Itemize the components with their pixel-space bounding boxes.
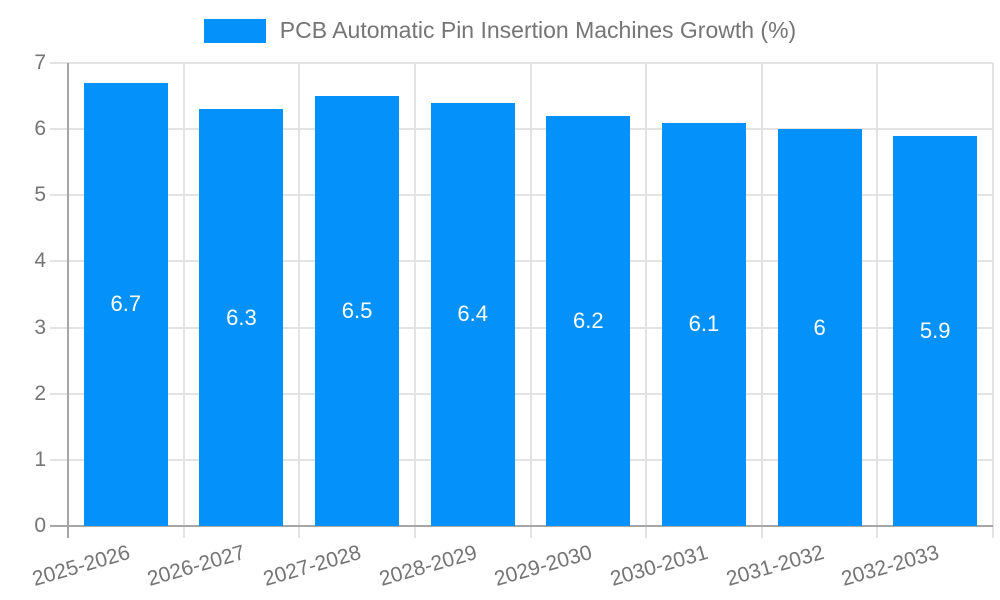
y-tick [50, 326, 68, 329]
legend[interactable]: PCB Automatic Pin Insertion Machines Gro… [0, 17, 1000, 44]
y-axis-label: 6 [34, 117, 46, 141]
bar-value-label: 6 [813, 314, 826, 340]
y-axis-label: 2 [34, 381, 46, 405]
x-gridline [876, 63, 879, 538]
y-tick [50, 62, 68, 64]
bar-value-label: 6.5 [341, 298, 373, 324]
y-tick [50, 128, 68, 131]
legend-label: PCB Automatic Pin Insertion Machines Gro… [279, 17, 797, 43]
bar[interactable]: 6.5 [315, 96, 400, 526]
bar[interactable]: 6.3 [199, 109, 284, 526]
bar[interactable]: 6 [777, 129, 862, 526]
bar-value-label: 6.7 [110, 291, 142, 317]
bar[interactable]: 6.1 [661, 122, 746, 526]
x-axis-line [50, 525, 993, 527]
y-tick [50, 458, 68, 461]
y-tick [50, 392, 68, 395]
y-axis-label: 4 [34, 249, 46, 273]
x-gridline [413, 63, 416, 538]
x-gridline [645, 63, 648, 538]
y-axis-label: 5 [34, 183, 46, 207]
bar[interactable]: 6.2 [546, 115, 631, 526]
y-axis-label: 7 [34, 51, 46, 74]
x-gridline [529, 63, 532, 538]
bar[interactable]: 5.9 [893, 135, 978, 526]
bar-value-label: 6.4 [457, 301, 488, 327]
bar[interactable]: 6.4 [430, 102, 515, 526]
y-tick [50, 260, 68, 263]
y-tick [50, 194, 68, 197]
x-gridline [182, 63, 185, 538]
bar-value-label: 5.9 [919, 317, 951, 343]
bar-value-label: 6.1 [688, 311, 720, 337]
x-gridline [298, 63, 301, 538]
bar-value-label: 6.2 [573, 307, 604, 333]
x-gridline [992, 63, 994, 538]
x-gridline [760, 63, 763, 538]
bar-value-label: 6.3 [226, 304, 257, 330]
y-axis-line [67, 63, 69, 538]
y-axis-label: 1 [34, 447, 46, 471]
y-axis-label: 0 [34, 514, 46, 537]
bar[interactable]: 6.7 [83, 82, 168, 526]
legend-swatch [203, 18, 266, 43]
y-axis-label: 3 [34, 315, 46, 339]
